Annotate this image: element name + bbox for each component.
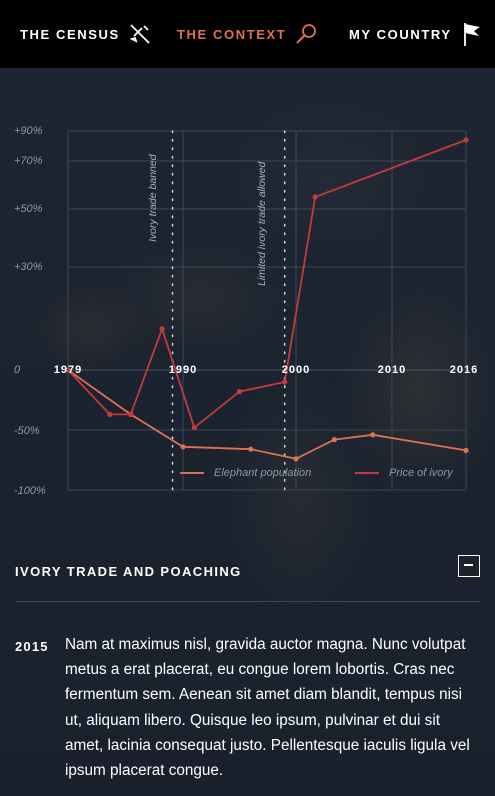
series-line [67,369,467,460]
data-point [248,446,254,452]
x-tick-label: 1990 [168,364,198,376]
data-point [107,411,113,417]
y-tick-label: +90% [14,125,43,137]
data-point [370,432,376,438]
legend-label: Elephant population [214,467,312,479]
collapse-button[interactable] [458,555,480,577]
data-point [180,444,186,450]
chart-canvas [65,130,469,491]
y-tick-label: +30% [14,261,43,273]
x-tick-label: 2010 [377,364,407,376]
airplane-icon [128,22,152,46]
data-point [191,425,197,431]
data-point [312,194,318,200]
data-point [293,456,299,462]
x-tick-label: 2000 [281,364,311,376]
data-point [159,326,165,332]
magnifier-icon [294,22,318,46]
y-tick-label: 0 [14,364,21,376]
data-point [463,447,469,453]
data-point [282,379,288,385]
nav-the-census-label: THE CENSUS [20,26,120,42]
flag-icon [460,21,484,47]
nav-the-context-label: THE CONTEXT [177,26,287,42]
legend-swatch [355,472,379,474]
y-tick-label: +70% [14,155,43,167]
ivory-chart: +90% +70% +50% +30% 0 -50% -100% 1979 19… [0,110,495,520]
legend-swatch [180,472,204,474]
x-tick-label: 2016 [449,364,479,376]
nav-my-country[interactable]: MY COUNTRY [349,0,484,68]
section-header: IVORY TRADE AND POACHING [15,555,480,602]
data-point [65,367,71,373]
nav-the-context[interactable]: THE CONTEXT [177,0,318,68]
y-tick-label: -50% [14,425,40,437]
data-point [236,389,243,395]
legend-price-of-ivory: Price of ivory [355,467,453,479]
entry-year: 2015 [15,639,49,654]
data-point [128,411,134,417]
top-navigation: THE CENSUS THE CONTEXT MY COUNTRY [0,0,495,68]
data-point [331,437,337,443]
legend-elephant-population: Elephant population [180,467,311,479]
world-map-background [0,68,495,796]
nav-the-census[interactable]: THE CENSUS [20,0,152,68]
entry-text: Nam at maximus nisl, gravida auctor magn… [65,636,470,780]
annotation-ivory-trade-banned: Ivory trade banned [147,154,159,242]
section-title: IVORY TRADE AND POACHING [15,564,242,579]
nav-my-country-label: MY COUNTRY [349,26,452,42]
y-tick-label: +50% [14,203,43,215]
legend-label: Price of ivory [389,467,453,479]
annotation-limited-trade-allowed: Limited ivory trade allowed [256,161,268,286]
y-tick-label: -100% [14,485,46,497]
x-tick-label: 1979 [53,364,83,376]
data-point [463,137,469,143]
